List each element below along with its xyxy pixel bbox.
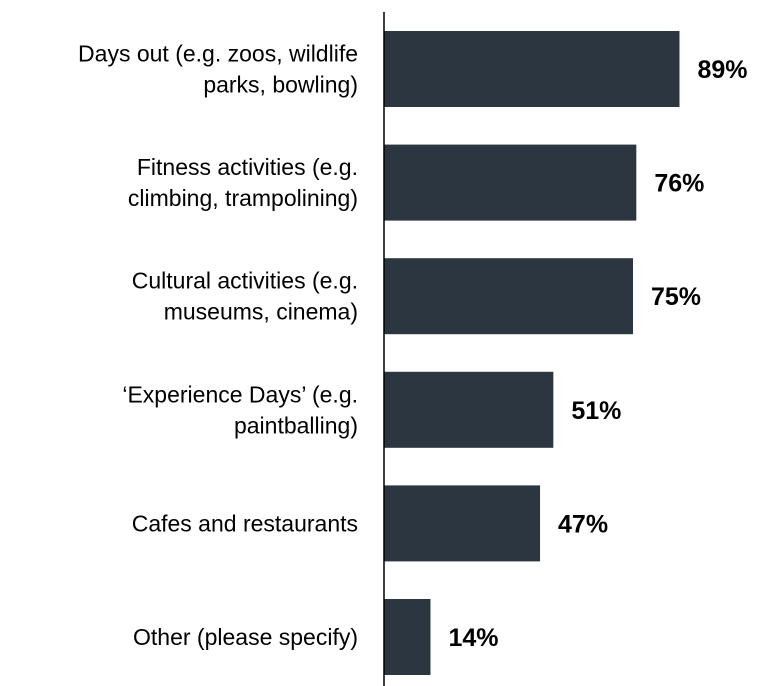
value-label-2: 75%: [651, 283, 701, 311]
category-label-3-line-1: paintballing): [234, 412, 358, 438]
category-label-1-line-0: Fitness activities (e.g.: [137, 154, 358, 180]
bar-1: [384, 144, 637, 221]
value-label-3: 51%: [571, 397, 621, 425]
category-label-1-line-1: climbing, trampolining): [128, 185, 358, 211]
bar-2: [384, 258, 633, 335]
value-labels-group: 89% 76% 75% 51% 47% 14%: [448, 56, 747, 652]
value-label-4: 47%: [558, 510, 608, 538]
category-label-4: Cafes and restaurants: [132, 510, 358, 536]
bar-4: [384, 485, 541, 562]
category-label-2-line-0: Cultural activities (e.g.: [132, 268, 358, 294]
category-label-1: Fitness activities (e.g. climbing, trampo…: [128, 154, 358, 211]
bars-group: [384, 31, 680, 675]
category-labels-group: Days out (e.g. zoos, wildlife parks, bowl…: [78, 41, 358, 651]
category-label-0-line-0: Days out (e.g. zoos, wildlife: [78, 41, 358, 67]
value-label-1: 76%: [654, 170, 704, 198]
category-label-3-line-0: ‘Experience Days’ (e.g.: [122, 381, 358, 407]
bar-0: [384, 31, 680, 107]
category-label-0-line-1: parks, bowling): [203, 72, 358, 98]
category-label-4-line-0: Cafes and restaurants: [132, 510, 358, 536]
category-label-5-line-0: Other (please specify): [133, 624, 358, 650]
bar-5: [384, 599, 431, 675]
category-label-3: ‘Experience Days’ (e.g. paintballing): [122, 381, 358, 438]
category-label-2: Cultural activities (e.g. museums, cinema…: [132, 268, 358, 325]
category-label-5: Other (please specify): [133, 624, 358, 650]
category-label-2-line-1: museums, cinema): [164, 299, 358, 325]
value-label-5: 14%: [448, 624, 498, 652]
bar-3: [384, 371, 554, 448]
category-label-0: Days out (e.g. zoos, wildlife parks, bowl…: [78, 41, 358, 98]
value-label-0: 89%: [697, 56, 747, 84]
